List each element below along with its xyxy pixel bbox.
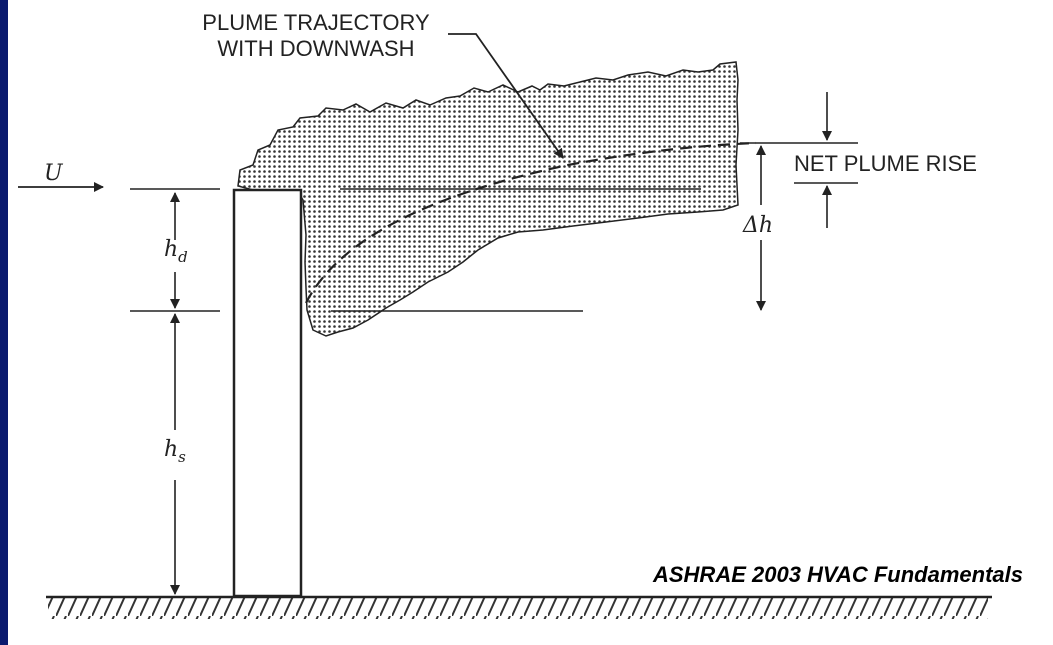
delta-h-label: Δh	[742, 213, 773, 238]
slide: PLUME TRAJECTORY WITH DOWNWASH NET PLUME…	[8, 0, 1053, 645]
plume	[237, 61, 739, 337]
wind-speed-label: U	[44, 161, 64, 186]
trajectory-label-line2: WITH DOWNWASH	[217, 36, 414, 61]
trajectory-callout-leader	[448, 33, 564, 159]
plume-trajectory	[305, 141, 757, 304]
source-credit: ASHRAE 2003 HVAC Fundamentals	[652, 562, 1023, 587]
net-plume-rise-label: NET PLUME RISE	[794, 151, 977, 176]
trajectory-label-line1: PLUME TRAJECTORY	[202, 10, 430, 35]
plume-downwash-diagram: PLUME TRAJECTORY WITH DOWNWASH NET PLUME…	[18, 10, 992, 619]
hd-label: hd	[164, 237, 188, 266]
stack	[232, 188, 303, 598]
hs-label: hs	[164, 437, 186, 466]
ground-hatching	[48, 597, 988, 619]
